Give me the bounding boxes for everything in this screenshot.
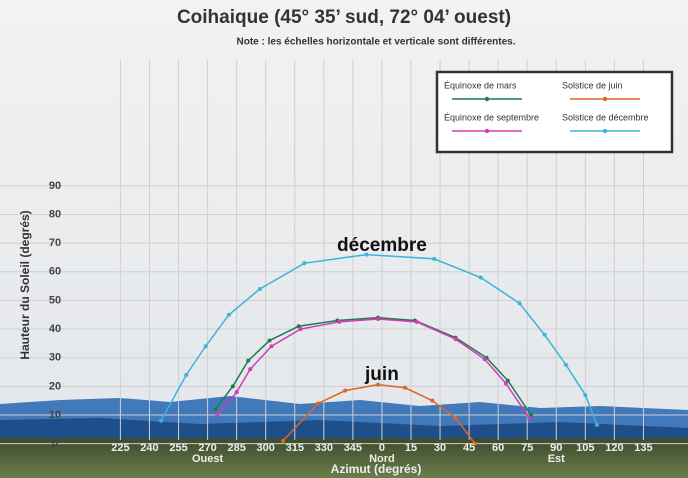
- annotation: décembre: [337, 235, 427, 256]
- data-point: [226, 312, 231, 317]
- x-tick-label: 30: [434, 442, 446, 454]
- annotation: juin: [364, 364, 399, 385]
- data-point: [472, 441, 477, 446]
- data-point: [563, 362, 568, 367]
- direction-label: Est: [548, 453, 565, 465]
- data-point: [430, 398, 435, 403]
- data-point: [414, 319, 419, 324]
- y-tick-label: 50: [49, 294, 61, 306]
- y-tick-label: 30: [49, 352, 61, 364]
- data-point: [503, 381, 508, 386]
- data-point: [594, 423, 599, 428]
- data-point: [234, 390, 239, 395]
- y-tick-label: 40: [49, 323, 61, 335]
- data-point: [269, 344, 274, 349]
- series-line: [282, 383, 476, 445]
- data-point: [542, 332, 547, 337]
- data-point: [248, 367, 253, 372]
- y-tick-label: 0: [52, 438, 58, 450]
- data-point: [478, 275, 483, 280]
- x-tick-label: 225: [111, 442, 129, 454]
- x-tick-label: 75: [521, 442, 533, 454]
- x-tick-label: 240: [140, 442, 158, 454]
- data-point: [376, 317, 381, 322]
- data-point: [267, 338, 272, 343]
- x-tick-label: 270: [198, 442, 216, 454]
- x-tick-label: 285: [227, 442, 245, 454]
- chart-subtitle: Note : les échelles horizontale et verti…: [237, 37, 516, 48]
- chart-title: Coihaique (45° 35’ sud, 72° 04’ ouest): [177, 7, 511, 28]
- y-axis-title: Hauteur du Soleil (degrés): [18, 210, 32, 359]
- series-line: [214, 316, 532, 416]
- field: [0, 438, 688, 478]
- legend-label: Équinoxe de mars: [444, 80, 517, 90]
- data-point: [529, 412, 534, 417]
- direction-label: Ouest: [192, 453, 224, 465]
- legend-dot: [602, 96, 608, 102]
- data-point: [517, 301, 522, 306]
- data-point: [583, 392, 588, 397]
- x-tick-label: 330: [315, 442, 333, 454]
- x-tick-label: 315: [286, 442, 304, 454]
- legend: [435, 70, 674, 154]
- data-point: [432, 256, 437, 261]
- data-point: [527, 415, 532, 420]
- data-point: [453, 337, 458, 342]
- x-tick-label: 0: [379, 442, 385, 454]
- series-line: [216, 318, 530, 419]
- data-point: [281, 438, 286, 443]
- data-point: [376, 382, 381, 387]
- x-tick-label: 120: [605, 442, 623, 454]
- legend-dot: [602, 128, 608, 134]
- x-axis-title: Azimut (degrés): [331, 462, 422, 476]
- data-point: [403, 385, 408, 390]
- legend-dot: [484, 96, 490, 102]
- y-tick-label: 90: [49, 180, 61, 192]
- x-tick-label: 60: [492, 442, 504, 454]
- x-tick-label: 105: [576, 442, 594, 454]
- x-tick-label: 15: [405, 442, 417, 454]
- plot-area: [159, 252, 599, 446]
- data-point: [184, 372, 189, 377]
- y-tick-label: 60: [49, 266, 61, 278]
- data-point: [343, 388, 348, 393]
- grid: [0, 60, 688, 445]
- y-tick-label: 20: [49, 380, 61, 392]
- data-point: [203, 344, 208, 349]
- x-tick-label: 255: [169, 442, 187, 454]
- direction-label: Nord: [369, 453, 395, 465]
- x-tick-label: 90: [550, 442, 562, 454]
- y-tick-label: 10: [49, 409, 61, 421]
- data-point: [257, 286, 262, 291]
- data-point: [230, 384, 235, 389]
- y-tick-label: 70: [49, 237, 61, 249]
- data-point: [337, 319, 342, 324]
- mountains-front: [0, 418, 688, 440]
- x-tick-label: 135: [634, 442, 652, 454]
- data-point: [453, 415, 458, 420]
- legend-label: Solstice de juin: [562, 80, 623, 90]
- data-point: [159, 418, 164, 423]
- x-tick-label: 45: [463, 442, 475, 454]
- legend-dot: [484, 128, 490, 134]
- legend-label: Équinoxe de septembre: [444, 112, 539, 122]
- data-point: [298, 327, 303, 332]
- x-tick-label: 345: [344, 442, 362, 454]
- data-point: [482, 357, 487, 362]
- x-tick-label: 300: [257, 442, 275, 454]
- series-line: [160, 253, 598, 426]
- data-point: [213, 407, 218, 412]
- data-point: [215, 412, 220, 417]
- data-point: [302, 261, 307, 266]
- data-point: [364, 252, 369, 257]
- data-point: [296, 324, 301, 329]
- data-point: [316, 401, 321, 406]
- legend-label: Solstice de décembre: [562, 112, 649, 122]
- y-tick-label: 80: [49, 208, 61, 220]
- data-point: [246, 358, 251, 363]
- data-point: [505, 378, 510, 383]
